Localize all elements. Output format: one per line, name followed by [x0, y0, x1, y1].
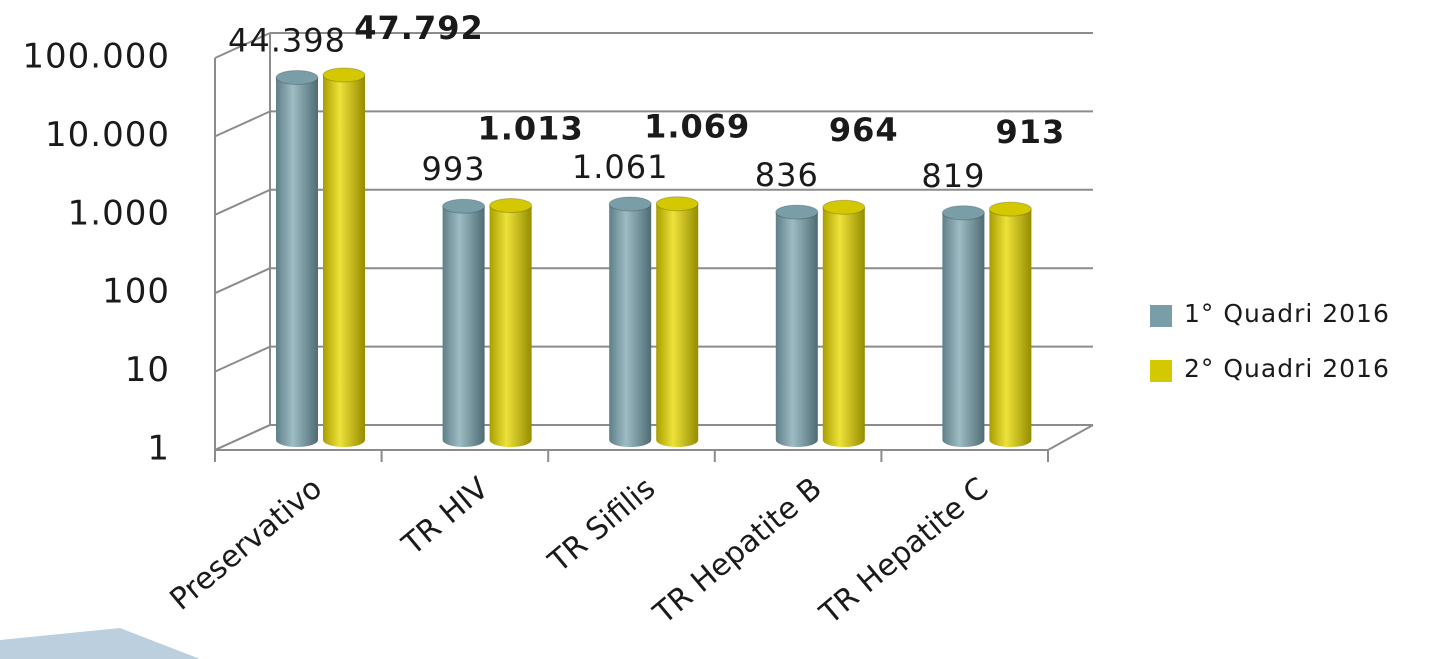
bar-top	[489, 198, 533, 214]
bar-top	[988, 201, 1032, 217]
bar-top	[822, 199, 866, 215]
bar-top	[322, 67, 366, 83]
grid-line	[214, 188, 271, 216]
bar-top	[442, 198, 486, 214]
value-label: 913	[996, 113, 1066, 151]
bar	[323, 75, 365, 448]
value-label: 1.061	[572, 148, 669, 186]
value-label: 1.069	[644, 108, 750, 146]
y-tick-label: 10	[125, 350, 170, 390]
y-tick-label: 100.000	[22, 37, 170, 77]
axis-line	[1047, 424, 1094, 451]
value-label: 836	[755, 156, 819, 194]
y-tick-label: 1	[147, 429, 170, 469]
legend-label: 1° Quadri 2016	[1184, 299, 1390, 328]
bar-top	[608, 196, 652, 212]
bar-top	[775, 204, 819, 220]
value-label: 47.792	[354, 9, 483, 47]
bar	[822, 207, 865, 448]
bar-top	[655, 196, 699, 212]
value-label: 44.398	[228, 22, 346, 60]
x-tick-label: TR Sifilis	[541, 471, 662, 580]
bar	[656, 203, 699, 448]
bar	[989, 209, 1032, 448]
value-label: 964	[829, 111, 899, 149]
legend-swatch	[1150, 360, 1172, 382]
grid-line	[214, 424, 271, 451]
bar	[442, 206, 485, 448]
x-tick-label: Preservativo	[164, 471, 329, 618]
grid-line	[214, 345, 271, 373]
decoration	[0, 628, 200, 659]
bar	[609, 203, 652, 448]
bar-top	[941, 205, 985, 221]
x-tick-label: TR Hepatite B	[646, 471, 828, 632]
grid-line	[214, 267, 271, 295]
bar	[942, 212, 985, 448]
y-tick-label: 1.000	[68, 193, 170, 233]
bar-top	[275, 70, 319, 86]
bar	[775, 212, 818, 448]
y-tick-label: 10.000	[45, 115, 170, 155]
bar	[489, 205, 532, 447]
x-tick-label: TR Hepatite C	[813, 471, 996, 632]
value-label: 1.013	[477, 110, 583, 148]
value-label: 819	[921, 157, 985, 195]
x-tick-label: TR HIV	[395, 471, 496, 563]
y-tick-label: 100	[102, 272, 170, 312]
bar	[276, 77, 318, 448]
grid-line	[214, 32, 271, 59]
grid-line	[214, 110, 271, 138]
value-label: 993	[422, 150, 486, 188]
legend-swatch	[1150, 305, 1172, 327]
legend-label: 2° Quadri 2016	[1184, 354, 1390, 383]
